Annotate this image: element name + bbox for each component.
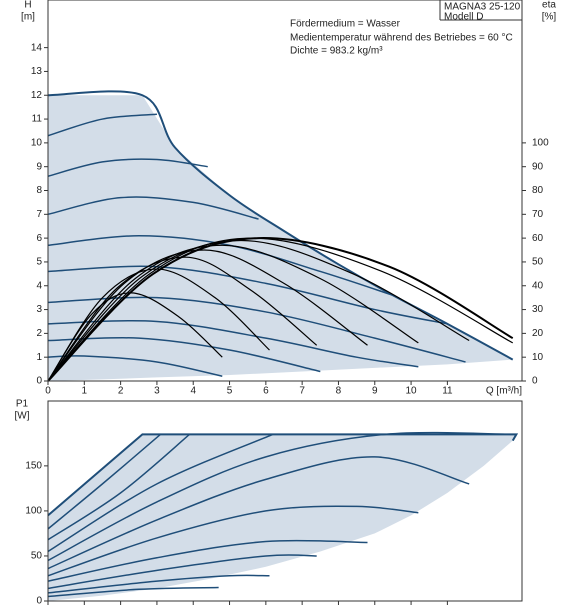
operating-area <box>48 434 517 601</box>
efficiency-curve <box>47 249 368 382</box>
y2-tick-label: 0 <box>532 376 538 387</box>
y-tick-label: 12 <box>31 90 43 101</box>
plot <box>47 90 514 382</box>
x-tick-label: 3 <box>154 386 160 397</box>
y-tick-label: 10 <box>31 138 43 149</box>
y-tick-label: 2 <box>36 328 42 339</box>
plot-frame <box>47 400 523 602</box>
y-tick-label: 7 <box>36 209 42 220</box>
x-tick-label: 1 <box>82 386 88 397</box>
y-tick-label: 100 <box>25 506 42 517</box>
y2-tick-label: 90 <box>532 161 544 172</box>
x-tick-label: 5 <box>227 386 233 397</box>
y2-label: eta <box>542 0 556 11</box>
y-tick-label: 14 <box>31 42 43 53</box>
y-tick-label: 0 <box>36 376 42 387</box>
pump-curve <box>47 433 162 530</box>
x-tick-label: 6 <box>263 386 269 397</box>
efficiency-curve <box>47 256 318 382</box>
x-tick-label: 0 <box>45 386 51 397</box>
plot <box>47 431 519 601</box>
y-tick-label: 150 <box>25 461 42 472</box>
y-tick-label: 5 <box>36 257 42 268</box>
y2-tick-label: 20 <box>532 328 544 339</box>
y2-tick-label: 40 <box>532 280 544 291</box>
annotation: Medientemperatur während des Betriebes =… <box>290 33 513 44</box>
pump-curve <box>47 90 514 361</box>
y-tick-label: 11 <box>32 114 43 125</box>
y2-tick-label: 60 <box>532 233 544 244</box>
y2-tick-label: 50 <box>532 257 544 268</box>
x-label: Q [m³/h] <box>486 386 522 397</box>
y-unit: [m] <box>21 12 35 23</box>
efficiency-curve <box>47 239 470 382</box>
x-tick-label: 10 <box>406 386 418 397</box>
y-tick-label: 4 <box>36 280 42 291</box>
y-tick-label: 8 <box>36 185 42 196</box>
y-tick-label: 6 <box>36 233 42 244</box>
pump-curve <box>47 336 321 373</box>
pump-curve <box>47 433 274 553</box>
y-tick-label: 9 <box>36 161 42 172</box>
y2-tick-label: 70 <box>532 209 544 220</box>
x-tick-label: 7 <box>299 386 305 397</box>
efficiency-curve <box>47 244 419 382</box>
model-variant: Modell D <box>444 12 483 23</box>
y-label: P1 <box>16 399 29 410</box>
pump-curve <box>47 539 368 582</box>
pump-curve <box>47 431 513 562</box>
y-tick-label: 0 <box>36 596 42 607</box>
annotation: Fördermedium = Wasser <box>290 19 401 30</box>
pump-curve <box>47 505 419 577</box>
pump-curve <box>47 113 157 137</box>
x-tick-label: 8 <box>336 386 342 397</box>
y-tick-label: 50 <box>31 551 43 562</box>
pump-curve <box>47 456 470 570</box>
x-tick-label: 4 <box>190 386 196 397</box>
pump-curve <box>47 265 448 325</box>
efficiency-curve <box>47 237 514 382</box>
y-tick-label: 13 <box>31 66 43 77</box>
y-label: H <box>24 0 31 11</box>
y2-tick-label: 30 <box>532 304 544 315</box>
annotation: Dichte = 983.2 kg/m³ <box>290 46 383 57</box>
pump-curve <box>47 586 219 598</box>
pump-curve <box>47 574 270 594</box>
x-tick-label: 2 <box>118 386 124 397</box>
pump-curve <box>47 158 208 177</box>
pump-curve <box>47 433 519 517</box>
y2-tick-label: 10 <box>532 352 544 363</box>
x-tick-label: 9 <box>372 386 378 397</box>
y2-tick-label: 100 <box>532 138 549 149</box>
pump-curve <box>47 554 317 590</box>
y-tick-label: 3 <box>36 304 42 315</box>
pump-curve <box>47 196 259 220</box>
y2-tick-label: 80 <box>532 185 544 196</box>
model-name: MAGNA3 25-120 <box>444 2 521 13</box>
y-unit: [W] <box>15 411 30 422</box>
x-tick-label: 11 <box>442 386 453 397</box>
y-tick-label: 1 <box>36 352 42 363</box>
y2-unit: [%] <box>542 12 557 23</box>
pump-curve <box>47 433 191 541</box>
